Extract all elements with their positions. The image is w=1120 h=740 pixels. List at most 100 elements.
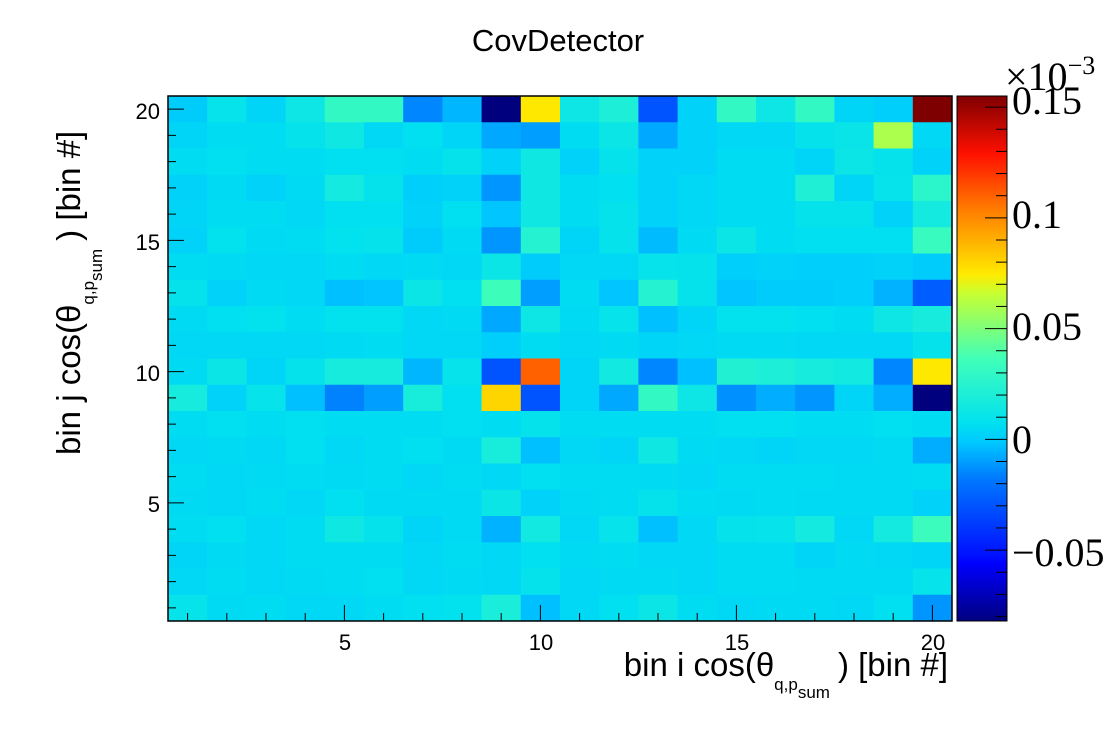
heatmap-cell xyxy=(599,148,639,176)
heatmap-cell xyxy=(795,358,835,386)
heatmap-cell xyxy=(912,148,953,176)
heatmap-cell xyxy=(364,516,404,543)
heatmap-cell xyxy=(599,253,639,281)
heatmap-cell xyxy=(756,253,796,281)
heatmap-cells xyxy=(168,96,953,622)
heatmap-cell xyxy=(246,148,286,176)
heatmap-cell xyxy=(716,568,757,596)
colorbar-tick-label: −0.05 xyxy=(1012,530,1105,575)
heatmap-cell xyxy=(285,358,326,386)
heatmap-cell xyxy=(364,489,404,517)
heatmap-cell xyxy=(873,174,914,202)
heatmap-cell xyxy=(638,384,678,412)
heatmap-cell xyxy=(716,201,757,228)
heatmap-cell xyxy=(756,174,796,202)
heatmap-cell xyxy=(324,516,365,543)
heatmap-cell xyxy=(442,384,482,412)
heatmap-cell xyxy=(560,279,600,307)
heatmap-cell xyxy=(795,306,835,333)
heatmap-cell xyxy=(207,148,247,176)
heatmap-cell xyxy=(638,542,678,569)
heatmap-cell xyxy=(285,463,326,491)
heatmap-cell xyxy=(677,122,718,149)
y-title-prefix: bin j cos(θ xyxy=(50,305,87,455)
heatmap-cell xyxy=(756,463,796,491)
heatmap-cell xyxy=(442,279,482,307)
heatmap-cell xyxy=(677,411,718,438)
heatmap-cell xyxy=(795,174,835,202)
heatmap-cell xyxy=(481,568,522,596)
y-title-subsubscript: sum xyxy=(87,249,106,281)
heatmap-cell xyxy=(285,96,326,123)
heatmap-cell xyxy=(834,332,874,359)
heatmap-cell xyxy=(481,201,522,228)
heatmap-cell xyxy=(756,201,796,228)
heatmap-cell xyxy=(520,306,561,333)
x-axis-tick-labels: 5 10 15 20 xyxy=(339,630,945,655)
heatmap-cell xyxy=(403,306,443,333)
heatmap-cell xyxy=(677,516,718,543)
heatmap-cell xyxy=(873,306,914,333)
heatmap-cell xyxy=(364,306,404,333)
heatmap-cell xyxy=(873,122,914,149)
heatmap-cell xyxy=(756,332,796,359)
heatmap-cell xyxy=(364,463,404,491)
heatmap-cell xyxy=(795,332,835,359)
heatmap-cell xyxy=(716,489,757,517)
heatmap-cell xyxy=(912,411,953,438)
heatmap-cell xyxy=(873,516,914,543)
heatmap-cell xyxy=(795,437,835,464)
heatmap-cell xyxy=(285,411,326,438)
heatmap-cell xyxy=(716,463,757,491)
heatmap-cell xyxy=(638,437,678,464)
heatmap-cell xyxy=(207,358,247,386)
heatmap-cell xyxy=(285,489,326,517)
heatmap-cell xyxy=(873,227,914,254)
heatmap-cell xyxy=(912,384,953,412)
heatmap-cell xyxy=(638,122,678,149)
heatmap-cell xyxy=(795,516,835,543)
heatmap-cell xyxy=(677,306,718,333)
heatmap-cell xyxy=(246,201,286,228)
heatmap-cell xyxy=(364,437,404,464)
heatmap-cell xyxy=(638,463,678,491)
heatmap-cell xyxy=(638,568,678,596)
heatmap-cell xyxy=(246,332,286,359)
heatmap-cell xyxy=(873,411,914,438)
heatmap-cell xyxy=(716,384,757,412)
heatmap-cell xyxy=(834,411,874,438)
heatmap-cell xyxy=(795,542,835,569)
heatmap-cell xyxy=(324,463,365,491)
x-tick-label: 5 xyxy=(339,630,351,655)
x-title-subsubscript: sum xyxy=(798,683,830,702)
heatmap-cell xyxy=(481,516,522,543)
colorbar: −0.05 0 0.05 0.1 0.15 ×10−3 xyxy=(956,51,1105,622)
heatmap-cell xyxy=(246,227,286,254)
heatmap-cell xyxy=(246,96,286,123)
heatmap-cell xyxy=(599,306,639,333)
heatmap-cell xyxy=(873,332,914,359)
heatmap-cell xyxy=(207,174,247,202)
heatmap-cell xyxy=(481,332,522,359)
heatmap-cell xyxy=(403,384,443,412)
heatmap-cell xyxy=(403,489,443,517)
heatmap-cell xyxy=(873,542,914,569)
heatmap-cell xyxy=(599,174,639,202)
heatmap-cell xyxy=(324,358,365,386)
heatmap-cell xyxy=(677,489,718,517)
heatmap-cell xyxy=(795,122,835,149)
heatmap-cell xyxy=(756,122,796,149)
heatmap-cell xyxy=(324,306,365,333)
heatmap-cell xyxy=(638,411,678,438)
colorbar-tick-label: 0.15 xyxy=(1012,78,1082,123)
heatmap-cell xyxy=(834,437,874,464)
heatmap-cell xyxy=(207,122,247,149)
heatmap-cell xyxy=(364,122,404,149)
heatmap-cell xyxy=(560,201,600,228)
heatmap-cell xyxy=(481,122,522,149)
heatmap-cell xyxy=(638,201,678,228)
heatmap-cell xyxy=(677,253,718,281)
heatmap-cell xyxy=(873,148,914,176)
heatmap-cell xyxy=(520,568,561,596)
heatmap-cell xyxy=(364,227,404,254)
